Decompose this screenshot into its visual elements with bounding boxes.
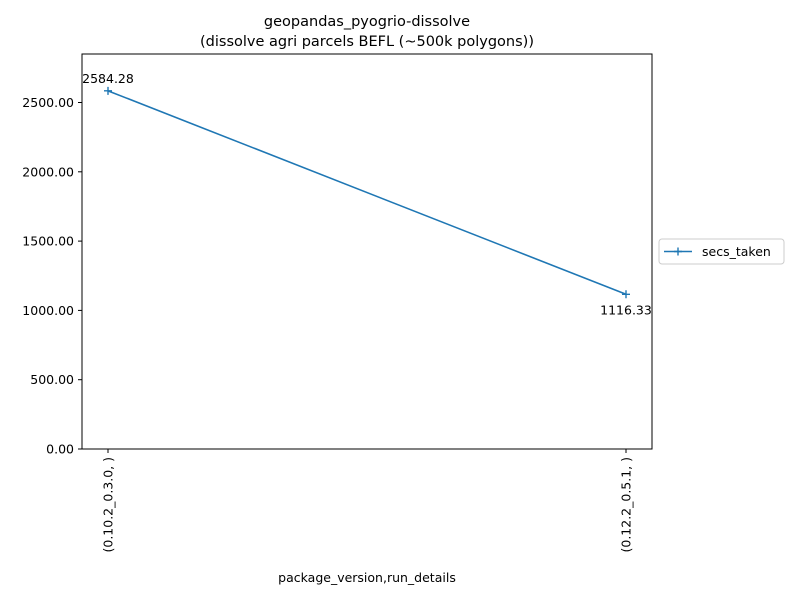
- legend-box: [658, 238, 785, 265]
- y-tick-label: 500.00: [30, 372, 74, 387]
- y-tick-label: 2000.00: [22, 164, 74, 179]
- y-tick-label: 1000.00: [22, 303, 74, 318]
- chart-subtitle: (dissolve agri parcels BEFL (~500k polyg…: [200, 34, 534, 50]
- x-axis-label: package_version,run_details: [278, 570, 456, 585]
- y-tick-label: 0.00: [46, 442, 74, 457]
- legend: secs_taken: [658, 238, 785, 265]
- x-tick-label: (0.12.2_0.5.1, ): [619, 457, 634, 553]
- plot-area: 0.00 500.00 1000.00 1500.00 2000.00 2500.00 (0…: [22, 71, 652, 553]
- data-point-marker: [104, 86, 112, 95]
- chart-title: geopandas_pyogrio-dissolve: [264, 14, 470, 30]
- axes-frame: [81, 53, 653, 450]
- data-point-marker: [622, 290, 630, 299]
- y-tick-label: 1500.00: [22, 234, 74, 249]
- legend-plus-marker: [674, 247, 682, 256]
- series-line-secs-taken: [107, 90, 627, 296]
- data-label: 2584.28: [82, 71, 134, 86]
- legend-entry-secs-taken: secs_taken: [702, 244, 771, 259]
- data-label: 1116.33: [600, 302, 652, 317]
- x-tick-label: (0.10.2_0.3.0, ): [101, 457, 116, 553]
- y-tick-label: 2500.00: [22, 95, 74, 110]
